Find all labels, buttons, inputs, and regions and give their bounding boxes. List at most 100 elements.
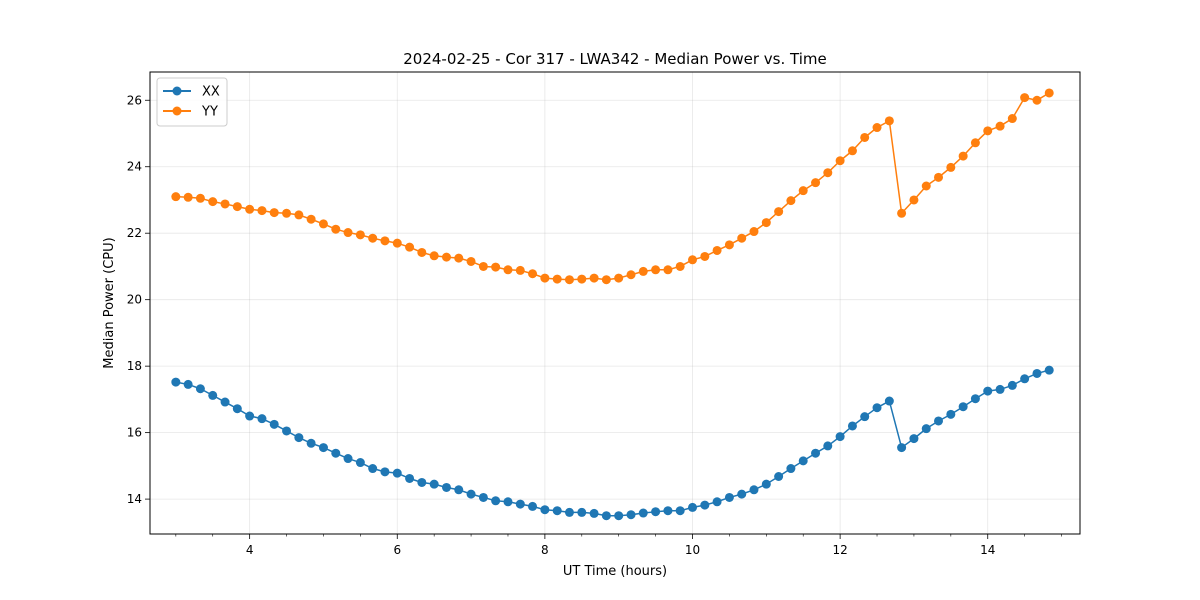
data-point-xx (688, 502, 697, 512)
data-point-yy (355, 230, 365, 240)
data-point-xx (983, 386, 993, 396)
data-point-yy (860, 132, 870, 142)
data-point-yy (466, 256, 476, 266)
data-point-xx (577, 507, 587, 517)
data-point-xx (318, 443, 328, 453)
data-point-xx (552, 506, 562, 516)
data-point-xx (429, 479, 439, 489)
grid-lines (150, 72, 1080, 534)
data-point-yy (983, 126, 993, 136)
data-point-yy (712, 245, 722, 255)
data-point-xx (675, 506, 685, 516)
data-point-yy (601, 275, 611, 285)
data-point-yy (847, 146, 857, 156)
data-point-yy (638, 266, 648, 276)
data-point-yy (958, 151, 968, 161)
x-tick-label: 10 (685, 543, 700, 557)
data-point-yy (811, 178, 821, 188)
data-point-xx (614, 511, 624, 521)
data-point-yy (417, 247, 427, 257)
data-point-xx (761, 479, 771, 489)
x-tick-label: 6 (393, 543, 401, 557)
data-point-yy (946, 162, 956, 172)
axis-ticks: 4 6 8 10 12 14 14 16 18 20 22 24 26 (127, 93, 1062, 557)
data-point-yy (700, 251, 710, 261)
data-point-yy (208, 197, 218, 207)
data-point-xx (860, 412, 870, 422)
data-point-xx (626, 510, 636, 520)
data-point-xx (368, 464, 378, 474)
data-point-yy (392, 238, 402, 248)
data-point-xx (774, 472, 784, 481)
data-point-yy (171, 192, 181, 202)
data-point-xx (651, 507, 661, 517)
data-point-yy (786, 196, 796, 206)
data-point-yy (1032, 95, 1042, 105)
data-point-xx (380, 467, 390, 477)
data-point-xx (171, 377, 181, 387)
data-point-yy (737, 233, 747, 243)
data-point-yy (331, 224, 341, 234)
plot-area-frame (149, 71, 1081, 535)
data-point-yy (318, 219, 328, 229)
data-point-yy (232, 202, 242, 212)
data-point-xx (282, 426, 292, 436)
data-point-xx (1044, 365, 1054, 375)
data-point-xx (958, 402, 968, 412)
data-point-yy (503, 265, 513, 275)
data-point-xx (712, 497, 722, 507)
data-point-yy (257, 206, 267, 216)
x-tick-label: 4 (246, 543, 254, 557)
data-point-yy (774, 207, 784, 217)
data-point-xx (454, 485, 464, 495)
data-point-xx (208, 390, 218, 400)
data-point-yy (589, 273, 599, 283)
data-point-xx (798, 456, 808, 466)
data-point-yy (614, 273, 624, 283)
data-point-yy (995, 121, 1005, 131)
data-point-xx (503, 497, 513, 507)
x-tick-label: 12 (832, 543, 847, 557)
series-yy (171, 88, 1054, 285)
data-point-yy (368, 233, 378, 243)
data-point-xx (195, 384, 205, 394)
data-point-xx (786, 464, 796, 474)
data-point-yy (1044, 88, 1054, 98)
y-tick-label: 18 (127, 359, 142, 373)
data-point-yy (343, 228, 353, 238)
x-axis-label: UT Time (hours) (563, 564, 667, 579)
data-point-xx (921, 424, 931, 434)
data-point-xx (441, 482, 451, 492)
data-point-yy (724, 240, 734, 250)
data-point-xx (847, 421, 857, 431)
data-point-yy (269, 208, 279, 218)
data-point-yy (220, 199, 230, 209)
legend: XX YY (156, 77, 228, 127)
series-xx (171, 365, 1054, 521)
data-point-xx (183, 379, 193, 389)
data-point-yy (552, 274, 562, 284)
data-point-xx (245, 411, 255, 421)
data-point-yy (1020, 93, 1030, 103)
data-point-yy (970, 138, 980, 148)
data-point-xx (909, 434, 919, 444)
series-layer (171, 88, 1054, 521)
data-point-xx (478, 492, 488, 502)
data-point-yy (626, 270, 636, 280)
y-tick-label: 22 (127, 226, 142, 240)
data-point-yy (491, 262, 501, 272)
data-point-yy (405, 242, 415, 252)
data-point-xx (737, 489, 747, 499)
data-point-xx (811, 448, 821, 458)
data-point-xx (872, 403, 882, 413)
chart-title: 2024-02-25 - Cor 317 - LWA342 - Median P… (403, 50, 827, 68)
y-tick-label: 16 (127, 426, 142, 440)
data-point-xx (589, 508, 599, 518)
data-point-xx (232, 404, 242, 414)
data-point-xx (392, 468, 402, 478)
data-point-xx (1020, 374, 1030, 384)
y-tick-label: 14 (127, 492, 142, 506)
data-point-yy (429, 251, 439, 261)
data-point-yy (441, 252, 451, 262)
